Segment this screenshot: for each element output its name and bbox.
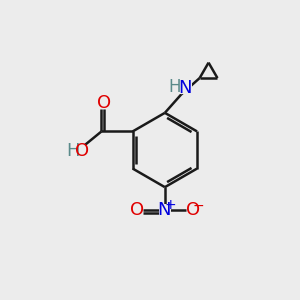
- Text: O: O: [130, 201, 144, 219]
- Bar: [99, 99, 109, 109]
- Bar: [131, 204, 142, 216]
- Text: H: H: [66, 142, 80, 160]
- Text: −: −: [193, 199, 205, 213]
- Text: N: N: [158, 201, 171, 219]
- Text: N: N: [178, 80, 191, 98]
- Bar: [66, 146, 87, 157]
- Text: +: +: [164, 198, 176, 212]
- Text: O: O: [97, 94, 111, 112]
- Text: O: O: [186, 201, 200, 219]
- Bar: [159, 204, 170, 216]
- Text: H: H: [168, 78, 181, 96]
- Text: O: O: [75, 142, 89, 160]
- Bar: [171, 82, 192, 94]
- Bar: [188, 204, 200, 216]
